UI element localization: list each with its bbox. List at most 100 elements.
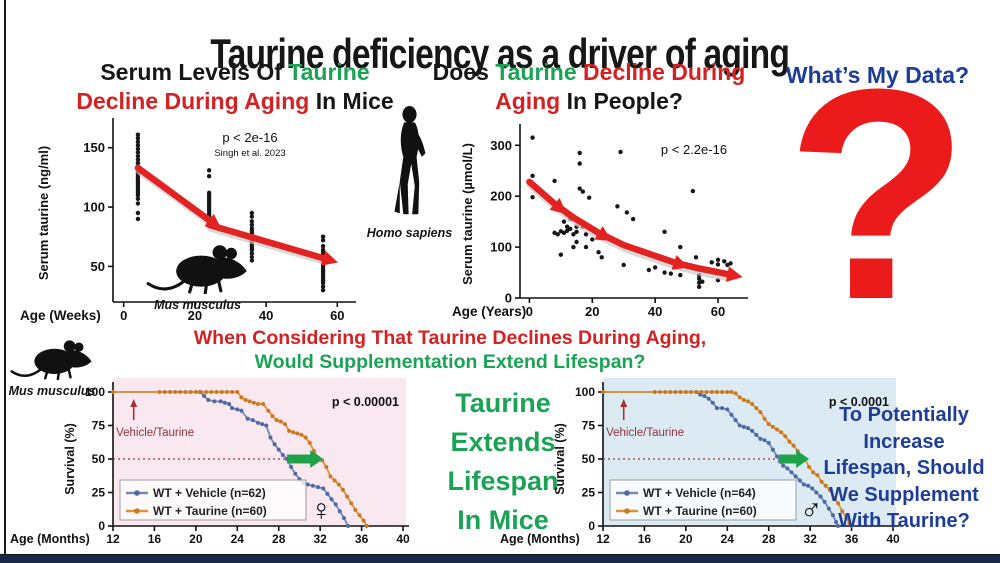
curve-marker	[111, 390, 115, 394]
curve-marker	[199, 390, 204, 394]
x-tick-label: 16	[638, 532, 652, 546]
curve-marker	[706, 396, 711, 401]
curve-marker	[663, 390, 668, 394]
y-tick-label: 0	[588, 519, 595, 533]
y-axis-label: Survival (%)	[63, 423, 77, 495]
curve-marker	[227, 402, 231, 407]
curve-marker	[779, 430, 784, 435]
x-tick-label: 24	[231, 532, 245, 546]
curve-marker	[836, 501, 841, 506]
curve-marker	[167, 390, 172, 394]
data-point	[599, 255, 604, 260]
curve-marker	[733, 418, 738, 423]
left-border-line	[4, 0, 6, 555]
curve-marker	[775, 427, 779, 432]
data-point	[249, 254, 255, 260]
y-tick-label: 0	[98, 519, 105, 533]
data-point	[583, 244, 589, 250]
curve-marker	[714, 406, 719, 411]
data-point	[652, 265, 658, 270]
curve-marker	[324, 465, 329, 470]
data-point	[561, 219, 567, 224]
text-line: In Mice	[457, 505, 549, 536]
text-line: To Potentially	[839, 404, 969, 426]
y-tick-label: 50	[91, 259, 105, 274]
text-line: Extends	[450, 427, 556, 458]
curve-marker	[278, 419, 283, 424]
curve-marker	[754, 406, 759, 411]
curve-marker	[245, 416, 250, 421]
trend-arrowhead	[671, 254, 689, 270]
x-tick-label: 32	[803, 532, 817, 546]
data-point	[709, 260, 714, 265]
data-point	[320, 284, 326, 289]
curve-marker	[710, 400, 715, 405]
data-point	[668, 271, 674, 276]
curve-marker	[762, 416, 767, 421]
curve-marker	[218, 399, 223, 404]
curve-marker	[754, 432, 759, 437]
data-point	[728, 261, 733, 266]
curve-marker	[766, 422, 771, 427]
data-point	[561, 230, 567, 236]
curve-marker	[261, 402, 266, 407]
survival-chart-male: 0 25 50 75 100 12 16 20 24 28 32 36 40 Survival (%) Ag…	[500, 378, 900, 546]
x-tick-label: 60	[711, 304, 725, 319]
heading-segment: In Mice	[309, 87, 394, 114]
curve-marker	[345, 494, 350, 499]
curve-marker	[183, 390, 188, 394]
whats-my-data-heading: What’s My Data?	[785, 62, 970, 88]
trend-line	[134, 164, 213, 224]
data-point	[249, 226, 255, 231]
curve-marker	[737, 423, 742, 428]
curve-marker	[260, 422, 265, 427]
legend-label: WT + Taurine (n=60)	[643, 504, 757, 518]
trend-arrowhead	[594, 226, 612, 241]
curve-marker	[329, 497, 334, 502]
x-tick-label: 40	[648, 304, 662, 319]
data-point	[320, 234, 326, 239]
data-point	[530, 195, 535, 200]
data-point	[696, 284, 702, 289]
data-point	[678, 244, 683, 250]
data-point	[206, 168, 212, 173]
mouse-species-label-chart1: Mus musculus	[154, 298, 241, 312]
mid-question-line1: When Considering That Taurine Declines D…	[193, 327, 707, 349]
data-point	[596, 249, 601, 255]
y-tick-label: 0	[505, 291, 512, 306]
blue-question: To Potentially Increase Lifespan, Should We…	[810, 402, 998, 535]
x-tick-label: 20	[189, 532, 203, 546]
curve-marker	[704, 390, 709, 394]
text-line: Increase	[863, 430, 945, 453]
curve-marker	[270, 414, 275, 419]
curve-marker	[770, 424, 775, 429]
heading-segment: Taurine	[288, 59, 370, 85]
curve-marker	[783, 434, 788, 439]
heading-segment: In People?	[560, 87, 683, 114]
p-value: p < 2e-16	[222, 130, 277, 145]
data-point	[722, 259, 727, 264]
x-tick-label: 36	[845, 532, 859, 546]
curve-marker	[336, 482, 341, 487]
treatment-label: Vehicle/Taurine	[116, 427, 194, 439]
curve-marker	[844, 515, 849, 520]
curve-marker	[272, 442, 277, 447]
data-point	[135, 150, 141, 155]
legend-label: WT + Vehicle (n=62)	[153, 486, 266, 500]
curve-marker	[797, 478, 802, 483]
sex-symbol: ♀	[310, 494, 333, 527]
heading-mice-line2: Decline During Aging In Mice	[40, 87, 430, 116]
data-point	[135, 201, 141, 206]
human-figure: Homo sapiens	[362, 104, 457, 241]
trend-line	[526, 178, 731, 278]
mid-question: When Considering That Taurine Declines D…	[95, 327, 805, 375]
curve-marker	[332, 478, 337, 483]
data-point	[558, 252, 564, 257]
p-value: p < 0.0001	[829, 395, 889, 409]
heading-segment: Decline During	[576, 59, 746, 85]
curve-marker	[836, 524, 841, 528]
curve-marker	[349, 501, 354, 506]
curve-marker	[274, 418, 279, 423]
curve-marker	[775, 454, 779, 459]
curve-marker	[702, 394, 707, 399]
